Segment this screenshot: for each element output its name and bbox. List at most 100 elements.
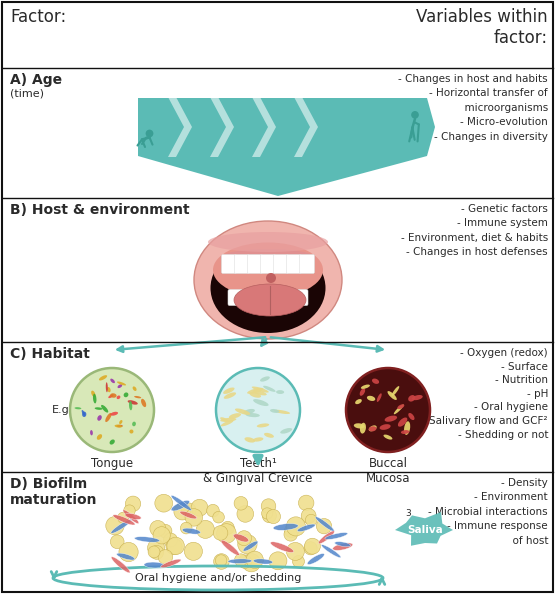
Circle shape — [305, 514, 317, 526]
Ellipse shape — [129, 429, 133, 434]
Circle shape — [235, 554, 247, 566]
Polygon shape — [395, 512, 453, 546]
Text: - Changes in host and habits
- Horizontal transfer of
  microorganisms
- Micro-e: - Changes in host and habits - Horizonta… — [398, 74, 548, 141]
Ellipse shape — [180, 511, 197, 519]
Circle shape — [299, 495, 314, 511]
Ellipse shape — [297, 524, 315, 532]
Text: Teeth¹
& Gingival Crevice: Teeth¹ & Gingival Crevice — [203, 457, 312, 485]
Ellipse shape — [117, 425, 123, 427]
Circle shape — [174, 503, 190, 520]
Ellipse shape — [401, 430, 410, 434]
Ellipse shape — [245, 413, 260, 417]
Ellipse shape — [243, 541, 258, 551]
Ellipse shape — [408, 395, 415, 402]
Circle shape — [124, 505, 135, 516]
Circle shape — [158, 549, 173, 564]
Circle shape — [261, 508, 273, 519]
Ellipse shape — [109, 440, 115, 444]
Circle shape — [301, 508, 316, 523]
Text: E.g.:: E.g.: — [52, 405, 77, 415]
Circle shape — [206, 504, 219, 517]
Circle shape — [110, 535, 124, 549]
Circle shape — [196, 520, 214, 538]
Ellipse shape — [408, 413, 415, 420]
Circle shape — [181, 503, 196, 517]
Circle shape — [118, 512, 129, 523]
Ellipse shape — [387, 391, 397, 400]
Circle shape — [263, 508, 276, 523]
Polygon shape — [138, 156, 427, 196]
Circle shape — [191, 500, 208, 516]
Text: - Oxygen (redox)
- Surface
- Nutrition
- pH
- Oral hygiene
- Salivary flow and G: - Oxygen (redox) - Surface - Nutrition -… — [422, 348, 548, 440]
Circle shape — [119, 542, 138, 562]
Circle shape — [285, 523, 299, 538]
Circle shape — [167, 537, 184, 555]
Circle shape — [304, 542, 317, 555]
Ellipse shape — [384, 435, 392, 440]
Circle shape — [184, 542, 203, 560]
Ellipse shape — [128, 400, 138, 405]
FancyBboxPatch shape — [280, 289, 295, 305]
Text: Variables within
factor:: Variables within factor: — [416, 8, 548, 47]
Ellipse shape — [113, 515, 135, 525]
Ellipse shape — [123, 510, 139, 523]
Ellipse shape — [233, 534, 249, 542]
Ellipse shape — [398, 418, 407, 426]
Ellipse shape — [171, 495, 191, 510]
Ellipse shape — [208, 232, 328, 252]
Circle shape — [238, 535, 257, 554]
Ellipse shape — [332, 543, 353, 551]
Ellipse shape — [210, 243, 325, 333]
Ellipse shape — [110, 393, 117, 398]
Ellipse shape — [264, 433, 274, 438]
Ellipse shape — [107, 387, 110, 392]
Text: B) Host & environment: B) Host & environment — [10, 203, 190, 217]
Text: (time): (time) — [10, 88, 44, 98]
Circle shape — [266, 510, 280, 524]
Ellipse shape — [270, 542, 294, 552]
Circle shape — [150, 545, 164, 560]
Text: - Genetic factors
- Immune system
- Environment, diet & habits
- Changes in host: - Genetic factors - Immune system - Envi… — [401, 204, 548, 257]
Ellipse shape — [253, 399, 269, 406]
FancyBboxPatch shape — [274, 254, 289, 273]
Ellipse shape — [235, 409, 250, 415]
Circle shape — [214, 554, 229, 569]
Ellipse shape — [335, 542, 351, 546]
Ellipse shape — [325, 533, 347, 539]
FancyBboxPatch shape — [267, 289, 282, 305]
FancyBboxPatch shape — [293, 289, 308, 305]
Circle shape — [125, 496, 141, 511]
Polygon shape — [252, 97, 276, 157]
Ellipse shape — [245, 437, 255, 443]
Circle shape — [150, 520, 166, 536]
Ellipse shape — [141, 399, 146, 407]
Ellipse shape — [220, 249, 315, 267]
Ellipse shape — [244, 409, 255, 414]
Ellipse shape — [249, 392, 261, 398]
Circle shape — [238, 555, 251, 568]
Circle shape — [237, 505, 254, 522]
Ellipse shape — [361, 384, 370, 389]
Text: Saliva: Saliva — [407, 525, 443, 535]
Ellipse shape — [132, 422, 136, 426]
Circle shape — [242, 554, 260, 572]
Ellipse shape — [307, 554, 324, 564]
Ellipse shape — [194, 221, 342, 339]
Ellipse shape — [117, 553, 135, 560]
Ellipse shape — [224, 392, 236, 399]
Ellipse shape — [319, 531, 335, 544]
Ellipse shape — [372, 378, 379, 384]
Circle shape — [163, 533, 178, 547]
FancyBboxPatch shape — [286, 254, 301, 273]
Ellipse shape — [377, 393, 382, 402]
Ellipse shape — [134, 396, 141, 399]
Ellipse shape — [125, 513, 141, 520]
Ellipse shape — [360, 423, 366, 434]
FancyBboxPatch shape — [260, 254, 275, 273]
Circle shape — [148, 539, 165, 557]
Ellipse shape — [229, 413, 241, 419]
Ellipse shape — [95, 407, 103, 410]
Ellipse shape — [276, 390, 284, 394]
Circle shape — [213, 526, 228, 541]
Ellipse shape — [260, 377, 270, 381]
